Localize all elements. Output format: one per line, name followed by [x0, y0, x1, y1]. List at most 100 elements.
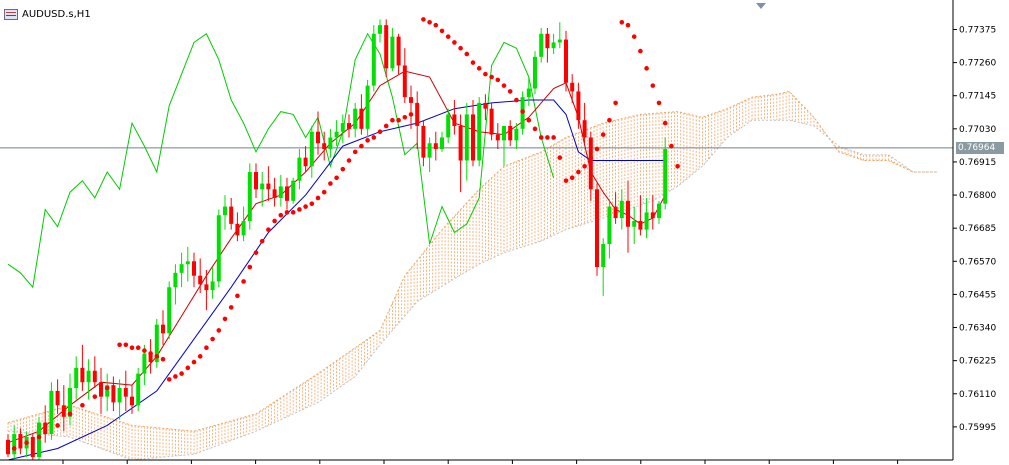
sar-dot	[104, 385, 110, 391]
candle	[582, 102, 587, 144]
candle	[30, 434, 35, 460]
chart-shift-marker-icon[interactable]	[756, 3, 766, 9]
candle	[43, 405, 48, 443]
candle	[564, 30, 568, 92]
candle	[378, 19, 382, 43]
candle	[359, 94, 364, 135]
sar-dot	[613, 100, 618, 106]
candle	[68, 373, 72, 426]
sar-dot	[594, 146, 600, 152]
sar-dot	[123, 342, 129, 348]
candle	[440, 131, 444, 152]
sar-dot	[501, 83, 507, 88]
y-tick-label: 0.76340	[959, 324, 996, 334]
candle	[409, 85, 413, 129]
sar-dot	[216, 328, 222, 333]
sar-dot	[390, 117, 395, 123]
candle	[390, 28, 395, 72]
sar-dot	[197, 354, 203, 359]
sar-dot	[135, 345, 141, 350]
candle	[495, 123, 500, 149]
candle	[514, 123, 519, 149]
candle	[427, 137, 432, 173]
y-tick-label: 0.77375	[959, 25, 996, 35]
sar-dot	[631, 34, 637, 39]
sar-dot	[359, 143, 364, 149]
candle	[464, 102, 469, 181]
y-tick-label: 0.75995	[959, 423, 996, 433]
candle	[619, 189, 624, 230]
candle	[657, 200, 661, 224]
candle	[663, 137, 668, 210]
sar-dot	[272, 218, 277, 224]
sar-dot	[582, 163, 587, 169]
plot-area	[0, 17, 953, 460]
candle	[167, 281, 172, 340]
sar-dot	[185, 365, 191, 371]
sar-dot	[464, 51, 470, 57]
candle	[179, 252, 184, 288]
time-axis-ticks	[62, 460, 899, 464]
candle	[433, 131, 438, 161]
candle	[477, 97, 482, 167]
candle	[229, 197, 234, 230]
y-tick-label: 0.76915	[959, 158, 996, 168]
kijun-sen-line	[7, 99, 666, 460]
sar-dot	[247, 264, 253, 270]
candle	[105, 373, 110, 412]
y-tick-label: 0.76570	[959, 257, 996, 267]
sar-dot	[445, 34, 451, 39]
candle	[328, 128, 333, 158]
sar-dot	[210, 336, 215, 342]
chart-window-icon[interactable]	[4, 9, 18, 20]
sar-dot	[600, 132, 606, 137]
candle	[18, 428, 23, 455]
candle	[154, 318, 159, 368]
sar-dot	[259, 238, 265, 244]
sar-dot	[470, 60, 476, 65]
sar-dot	[557, 155, 563, 160]
candle	[247, 163, 252, 230]
candle	[173, 264, 178, 305]
chikou-span-line	[7, 32, 555, 289]
candle	[49, 382, 54, 440]
candle	[650, 195, 655, 230]
candle	[526, 76, 531, 106]
candle	[340, 114, 345, 144]
sar-dot	[520, 109, 525, 114]
sar-dot	[117, 342, 122, 348]
sar-dot	[266, 227, 271, 232]
candle	[235, 212, 240, 242]
sar-dot	[650, 83, 656, 88]
sar-dot	[297, 207, 302, 212]
sar-dot	[383, 123, 389, 129]
sar-dot	[675, 163, 680, 169]
sar-dot	[166, 377, 172, 382]
y-tick-label: 0.76800	[959, 191, 996, 201]
candle	[551, 33, 556, 54]
sar-dot	[340, 166, 346, 172]
sar-dot	[489, 74, 494, 80]
y-tick-label: 0.76685	[959, 224, 996, 234]
candle	[210, 267, 215, 299]
sar-dot	[656, 100, 662, 106]
sar-dot	[483, 71, 488, 77]
candle	[92, 356, 97, 389]
sar-dot	[36, 434, 42, 440]
candle	[99, 367, 103, 414]
candle	[303, 146, 308, 173]
candle	[446, 108, 451, 144]
sar-dot	[328, 181, 333, 186]
candle	[365, 79, 370, 138]
sar-dot	[576, 169, 581, 175]
sar-dot	[421, 17, 426, 22]
candle	[557, 22, 562, 49]
candle	[80, 344, 85, 391]
candle	[130, 385, 134, 414]
sar-dot	[321, 189, 327, 195]
sar-dot	[346, 158, 352, 163]
candle	[539, 28, 544, 63]
sar-dot	[377, 129, 383, 135]
candle	[347, 114, 351, 138]
